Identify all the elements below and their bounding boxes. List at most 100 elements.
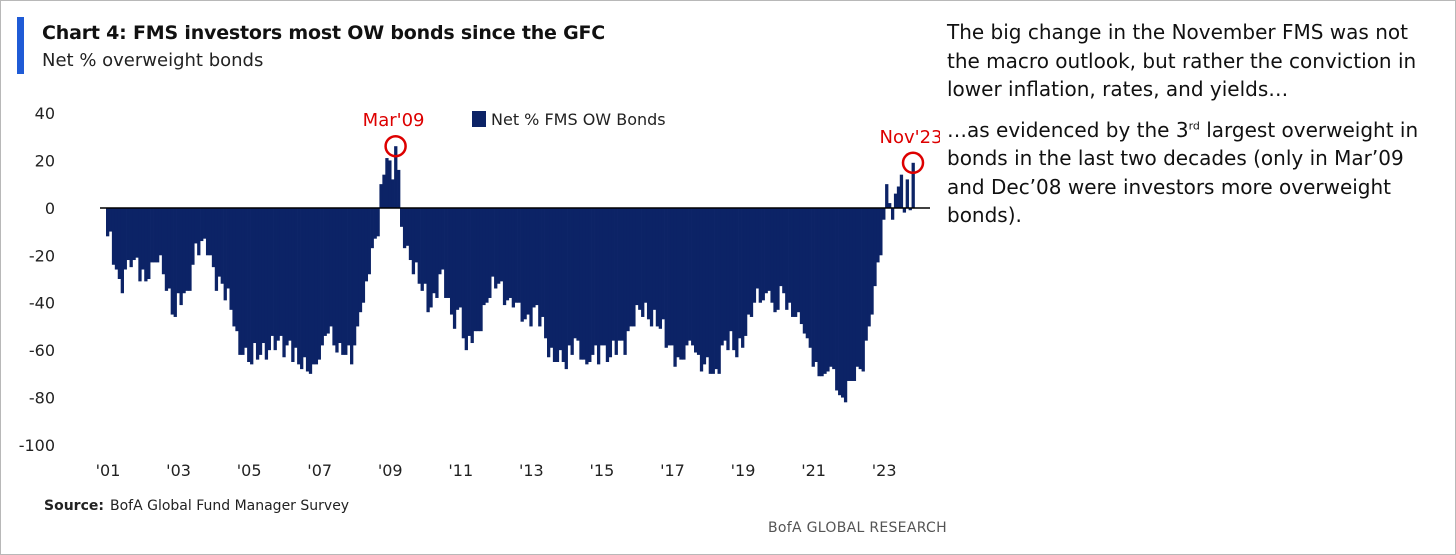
bar	[552, 207, 557, 362]
bar	[153, 207, 157, 263]
x-tick-label: '07	[307, 461, 332, 480]
bar	[158, 207, 163, 256]
bar	[526, 207, 530, 315]
bar	[176, 207, 180, 294]
bar	[861, 207, 865, 372]
bar	[864, 207, 868, 341]
bar	[400, 207, 404, 227]
x-tick-label: '03	[166, 461, 191, 480]
bar	[620, 207, 624, 341]
bar	[385, 158, 389, 208]
source-text: BofA Global Fund Manager Survey	[109, 498, 350, 514]
bar	[382, 174, 386, 208]
bar	[902, 207, 907, 213]
bar	[429, 207, 433, 308]
bar	[826, 207, 830, 372]
bar	[329, 207, 333, 327]
bar	[326, 207, 330, 334]
bar	[432, 207, 436, 294]
x-tick-label: '17	[660, 461, 685, 480]
bar	[520, 207, 524, 322]
bar	[297, 207, 301, 365]
bar	[796, 207, 801, 313]
bar	[138, 207, 142, 282]
bar	[641, 207, 645, 317]
bar	[361, 207, 366, 303]
bar	[670, 207, 674, 346]
bar	[147, 207, 151, 279]
bar	[823, 207, 827, 374]
x-tick-label: '01	[96, 461, 121, 480]
bar	[311, 207, 316, 365]
bar	[241, 207, 245, 355]
bar	[423, 207, 427, 284]
bar	[267, 207, 271, 351]
bar	[685, 207, 689, 346]
bar	[679, 207, 683, 360]
bar	[332, 207, 336, 346]
bar	[852, 207, 857, 381]
bar	[150, 207, 154, 263]
bar-chart: 40 20 0 -20 -40 -60 -80 -100 '01 '03 '05 '07 '09 '11…	[19, 104, 940, 480]
chart-title: Chart 4: FMS investors most OW bonds sin…	[42, 22, 606, 44]
bar	[814, 207, 818, 362]
legend-swatch	[472, 111, 486, 127]
bar	[617, 207, 621, 341]
bar	[723, 207, 727, 341]
bar	[532, 207, 536, 308]
bar	[729, 207, 733, 332]
bar	[696, 207, 701, 355]
bar	[646, 207, 651, 320]
bar	[135, 207, 139, 258]
bar	[890, 207, 895, 220]
bar	[791, 207, 795, 317]
bar	[873, 207, 877, 287]
x-tick-label: '05	[237, 461, 262, 480]
bar	[544, 207, 548, 339]
bar	[491, 207, 495, 277]
bar	[247, 207, 251, 362]
bar	[414, 207, 418, 263]
commentary-p2-suffix: largest overweight in bonds in the last …	[947, 117, 1419, 228]
bar	[482, 207, 486, 306]
bar	[473, 207, 477, 332]
bar	[591, 207, 595, 355]
bar	[455, 207, 460, 310]
bar	[832, 207, 836, 370]
bar	[652, 207, 657, 310]
bar	[355, 207, 360, 327]
bar	[535, 207, 539, 306]
bar	[793, 207, 798, 317]
bar	[497, 207, 501, 284]
legend: Net % FMS OW Bonds	[472, 110, 666, 129]
bar	[388, 160, 392, 208]
bar	[899, 174, 904, 208]
bar	[232, 207, 236, 327]
y-tick-label: -20	[29, 246, 55, 265]
bar	[714, 207, 718, 370]
bar	[767, 207, 771, 291]
bar	[870, 207, 874, 315]
bar	[629, 207, 633, 327]
bar	[276, 207, 280, 341]
bar	[773, 207, 777, 313]
bar	[517, 207, 521, 303]
annotation-circle	[901, 151, 925, 175]
bar	[893, 193, 898, 208]
bar	[882, 207, 886, 220]
bar	[588, 207, 592, 362]
bar	[141, 207, 145, 270]
bar	[308, 207, 313, 374]
bar	[458, 207, 463, 308]
bar	[117, 207, 122, 279]
legend-label: Net % FMS OW Bonds	[491, 110, 666, 129]
bar	[885, 184, 889, 208]
bar	[788, 207, 792, 303]
bar	[441, 207, 445, 270]
bar	[111, 207, 116, 265]
bar	[373, 207, 377, 239]
bar	[285, 207, 289, 346]
bar	[567, 207, 571, 346]
y-tick-label: -100	[19, 436, 55, 455]
bar	[838, 207, 842, 396]
